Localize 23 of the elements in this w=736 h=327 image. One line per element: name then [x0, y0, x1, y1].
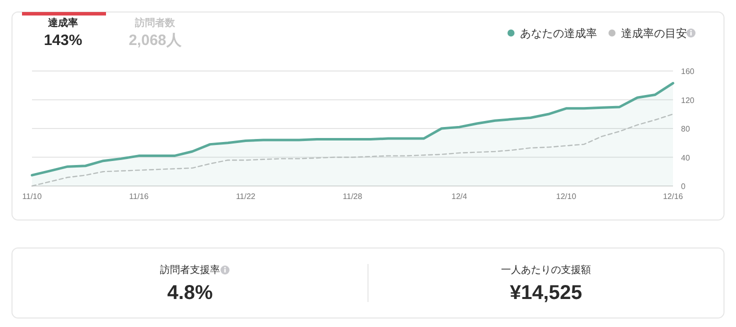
x-tick-label: 11/10	[22, 192, 42, 201]
text: 一人あたりの支援額	[501, 264, 591, 276]
text: 訪問者支援率	[160, 264, 220, 276]
y-tick-label: 160	[681, 67, 695, 76]
x-tick-label: 11/28	[342, 192, 363, 201]
text: ¥14,525	[510, 282, 582, 304]
line-series	[31, 114, 674, 187]
text: 2,068人	[128, 32, 182, 49]
x-tick-label: 12/10	[556, 192, 577, 201]
x-tick-label: 11/22	[236, 192, 256, 201]
text: 4.8%	[167, 282, 214, 304]
x-tick-label: 12/4	[452, 192, 468, 201]
text: 達成率	[47, 17, 78, 29]
y-tick-label: 40	[681, 153, 690, 162]
legend-label: 達成率の目安	[621, 27, 687, 40]
y-tick-label: 80	[681, 124, 690, 134]
legend-label: あなたの達成率	[520, 27, 597, 40]
x-tick-label: 11/16	[129, 192, 150, 201]
y-tick-label: 0	[681, 182, 686, 191]
text: 訪問者数	[134, 17, 176, 29]
y-tick-label: 120	[681, 96, 695, 105]
text: 143%	[44, 32, 82, 49]
x-tick-label: 12/16	[662, 192, 684, 201]
